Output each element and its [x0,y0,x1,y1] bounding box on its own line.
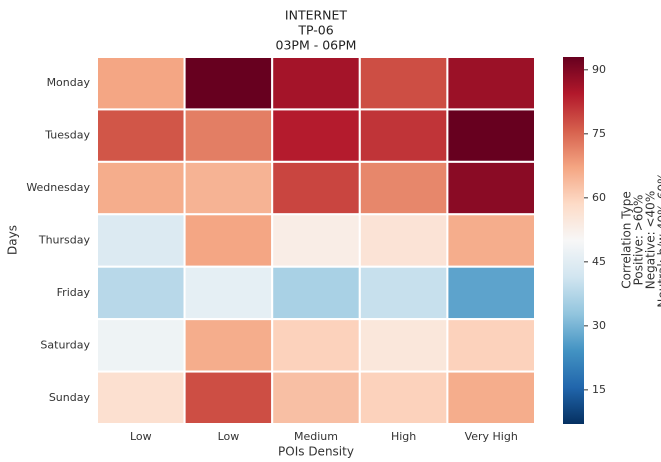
heatmap-cell [183,56,274,111]
heatmap-cell [96,108,186,163]
x-tick-label: High [391,430,416,443]
heatmap-cell [446,318,536,373]
y-tick-label: Tuesday [44,129,90,142]
y-tick-label: Sunday [49,391,91,404]
chart-title: TP-06 [297,23,333,38]
x-tick-label: Low [130,430,152,443]
heatmap-cell [446,56,536,111]
heatmap-cell [446,108,536,163]
chart-title: 03PM - 06PM [276,38,357,53]
colorbar-label-line: Positive: >60% [632,195,646,286]
x-tick-label: Low [218,430,240,443]
y-tick-label: Friday [57,286,91,299]
y-tick-label: Wednesday [26,181,90,194]
colorbar-tick-label: 45 [592,255,606,268]
heatmap-cell [96,56,186,111]
heatmap-cell [271,265,361,321]
heatmap-cell [271,160,361,216]
heatmap-cell [96,160,186,216]
heatmap-cell [358,160,449,216]
y-tick-label: Saturday [40,338,90,351]
heatmap-cell [271,318,361,373]
heatmap-cell [358,318,449,373]
heatmap-cell [96,265,186,321]
colorbar-tick-label: 30 [592,319,606,332]
heatmap-cell [96,213,186,268]
colorbar-tick-label: 90 [592,63,606,76]
heatmap-cell [271,108,361,163]
heatmap-cell [183,318,274,373]
heatmap-cell [446,370,536,426]
chart-title: INTERNET [285,8,348,23]
colorbar-tick-label: 15 [592,383,606,396]
colorbar-label-line: Correlation Type [620,191,634,289]
heatmap-cell [358,265,449,321]
colorbar-label-line: Negative: <40% [644,191,658,289]
x-tick-label: Very High [465,430,518,443]
heatmap-cell [358,370,449,426]
heatmap-cell [183,265,274,321]
heatmap-cell [446,160,536,216]
heatmap-cell [183,108,274,163]
heatmap-cell [358,213,449,268]
heatmap-cell [271,213,361,268]
colorbar-tick-label: 75 [592,127,606,140]
colorbar [563,57,584,424]
heatmap-cell [446,265,536,321]
y-tick-label: Thursday [38,234,91,247]
heatmap-cell [271,370,361,426]
heatmap-cell [271,56,361,111]
heatmap-cell [358,56,449,111]
x-axis-label: POIs Density [278,445,354,459]
heatmap-cell [96,370,186,426]
y-axis-label: Days [6,225,20,255]
heatmap-cell [183,213,274,268]
heatmap-cell [358,108,449,163]
heatmap-cell [183,370,274,426]
heatmap-cell [183,160,274,216]
colorbar-tick-label: 60 [592,191,606,204]
heatmap-cell [96,318,186,373]
colorbar-label-line: Neutral: b/w 40%-60% [656,172,661,307]
x-tick-label: Medium [294,430,338,443]
heatmap-cell [446,213,536,268]
y-tick-label: Monday [47,76,91,89]
